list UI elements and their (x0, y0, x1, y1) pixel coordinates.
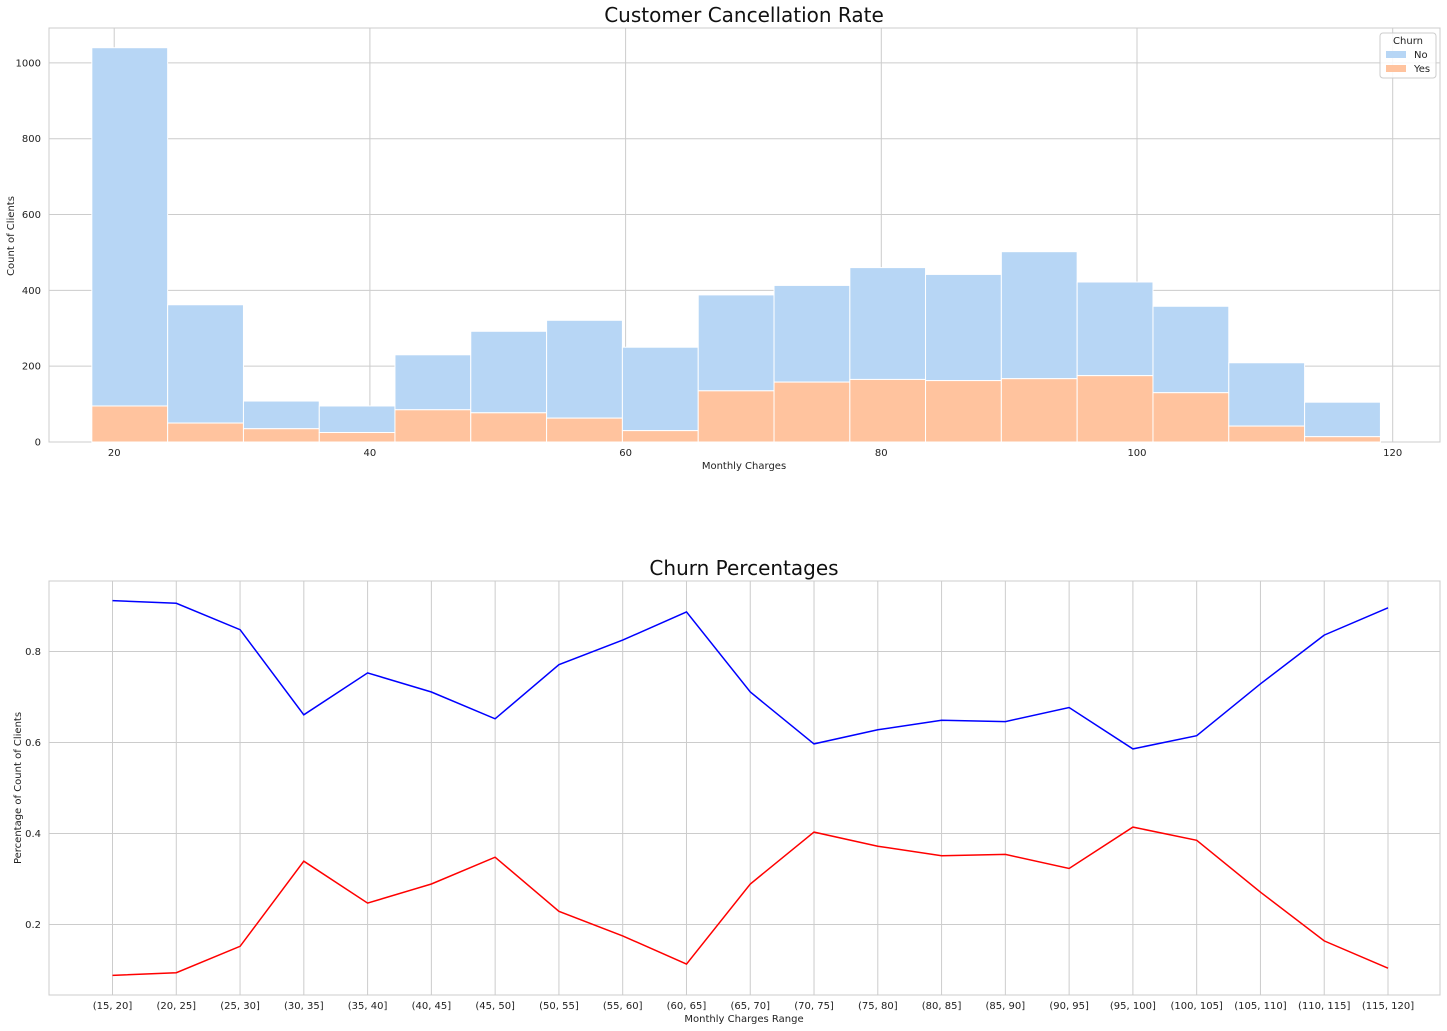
bar-no (1076, 281, 1154, 377)
x-tick-label: (115, 120] (1362, 1001, 1414, 1012)
bar-yes (1000, 378, 1078, 443)
bar-no (318, 405, 396, 434)
x-tick-label: 20 (108, 448, 121, 459)
chart2-y-axis-label: Percentage of Count of Clients (13, 712, 24, 864)
chart2-ticks: (15, 20] (20, 25] (25, 30] (30, 35] (35, 40]… (25, 647, 1414, 1012)
bar-yes (1304, 436, 1381, 443)
bar-yes (91, 405, 169, 443)
x-tick-label: (30, 35] (284, 1001, 324, 1012)
chart2-title: Churn Percentages (649, 556, 838, 580)
y-tick-label: 1000 (16, 58, 41, 69)
bar-no (470, 330, 548, 414)
x-tick-label: (90, 95] (1049, 1001, 1089, 1012)
bar-yes (925, 380, 1002, 443)
x-tick-label: (40, 45] (412, 1001, 452, 1012)
bar-yes (1228, 425, 1306, 443)
legend-title: Churn (1393, 36, 1423, 47)
bar-yes (697, 390, 775, 443)
chart1-bars (91, 47, 1381, 443)
legend-label-no: No (1414, 50, 1428, 61)
y-tick-label: 0.4 (25, 829, 41, 840)
x-tick-label: 120 (1383, 448, 1402, 459)
x-tick-label: 80 (875, 448, 888, 459)
x-tick-label: 60 (619, 448, 632, 459)
y-tick-label: 200 (22, 362, 41, 373)
bar-yes (167, 422, 244, 443)
bar-no (849, 267, 927, 380)
chart2-plot-area (48, 580, 1441, 996)
x-tick-label: (80, 85] (922, 1001, 962, 1012)
chart1-ticks: 20 40 60 80 100 120 0 200 400 600 800 1000 (16, 58, 1403, 459)
x-tick-label: (60, 65] (667, 1001, 707, 1012)
legend-swatch-no (1386, 51, 1406, 58)
x-tick-label: 100 (1127, 448, 1146, 459)
bar-yes (621, 430, 699, 443)
bar-no (697, 294, 775, 392)
legend-label-yes: Yes (1413, 64, 1430, 75)
bar-yes (318, 432, 396, 443)
x-tick-label: (110, 115] (1298, 1001, 1350, 1012)
x-tick-label: (20, 25] (156, 1001, 196, 1012)
y-tick-label: 0.8 (25, 647, 41, 658)
bar-yes (849, 378, 927, 443)
chart2-x-axis-label: Monthly Charges Range (684, 1014, 803, 1025)
bar-yes (546, 417, 623, 443)
bar-no (925, 273, 1002, 382)
x-tick-label: (105, 110] (1234, 1001, 1286, 1012)
line-chart: Churn Percentages (15, 20] (20, 25] (25, 3… (13, 556, 1441, 1025)
y-tick-label: 600 (22, 210, 41, 221)
bar-yes (242, 428, 320, 443)
bar-yes (773, 381, 851, 443)
bar-no (394, 354, 472, 411)
x-tick-label: (70, 75] (794, 1001, 834, 1012)
x-tick-label: (45, 50] (475, 1001, 515, 1012)
bar-no (1304, 401, 1381, 438)
x-tick-label: (55, 60] (603, 1001, 643, 1012)
chart1-y-axis-label: Count of Clients (6, 196, 17, 276)
bar-no (546, 319, 623, 419)
series-line-blue (112, 599, 1389, 750)
bar-no (167, 304, 244, 424)
y-tick-label: 800 (22, 134, 41, 145)
x-tick-label: (35, 40] (348, 1001, 388, 1012)
chart1-legend: Churn No Yes (1379, 32, 1437, 79)
bar-no (1000, 251, 1078, 380)
x-tick-label: (100, 105] (1171, 1001, 1223, 1012)
bar-no (1228, 362, 1306, 427)
histogram-chart: Customer Cancellation Rate 20 40 60 80 100 12… (6, 3, 1441, 472)
y-tick-label: 400 (22, 286, 41, 297)
x-tick-label: (95, 100] (1110, 1001, 1156, 1012)
bar-yes (470, 412, 548, 443)
bar-no (242, 400, 320, 430)
bar-yes (1076, 375, 1154, 443)
x-tick-label: (85, 90] (986, 1001, 1026, 1012)
chart2-lines (112, 599, 1389, 977)
bar-no (1152, 305, 1230, 394)
x-tick-label: (15, 20] (93, 1001, 133, 1012)
y-tick-label: 0 (35, 438, 41, 449)
series-line-red (112, 826, 1389, 977)
x-tick-label: (50, 55] (539, 1001, 579, 1012)
chart2-grid (49, 581, 1440, 995)
bar-yes (394, 409, 472, 443)
chart1-x-axis-label: Monthly Charges (702, 461, 786, 472)
y-tick-label: 0.6 (25, 738, 41, 749)
x-tick-label: (75, 80] (858, 1001, 898, 1012)
bar-no (91, 47, 169, 407)
x-tick-label: (65, 70] (730, 1001, 770, 1012)
bar-no (621, 346, 699, 432)
y-tick-label: 0.2 (25, 920, 41, 931)
chart1-title: Customer Cancellation Rate (604, 3, 884, 27)
x-tick-label: (25, 30] (220, 1001, 260, 1012)
x-tick-label: 40 (364, 448, 377, 459)
bar-yes (1152, 392, 1230, 443)
legend-swatch-yes (1386, 65, 1406, 72)
bar-no (773, 284, 851, 383)
